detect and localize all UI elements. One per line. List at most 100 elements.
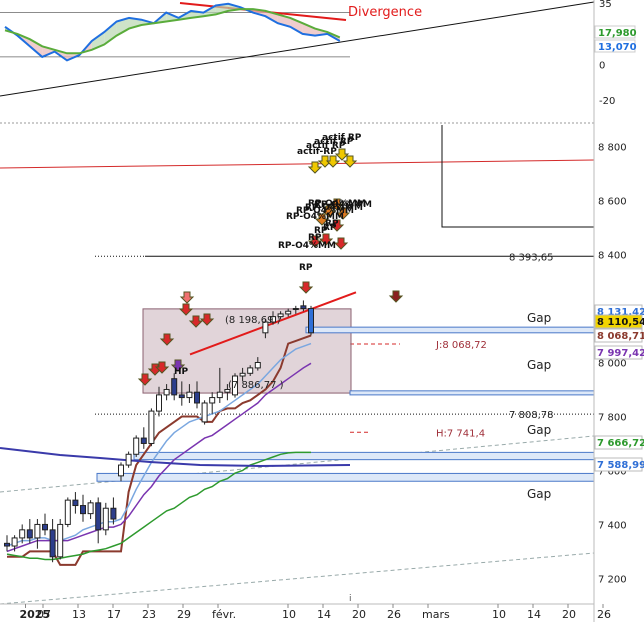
- price-badge-label: 8 068,71: [597, 331, 644, 342]
- x-tick-label: 20: [562, 608, 576, 621]
- signal-arrow: [178, 303, 194, 316]
- y-tick-label: 7 200: [598, 574, 627, 585]
- indicator-value-box: [594, 25, 636, 39]
- signal-arrow: [307, 161, 323, 174]
- candle: [178, 394, 185, 399]
- candle: [102, 507, 109, 531]
- indicator-line-slow: [4, 8, 341, 55]
- candle: [277, 313, 284, 318]
- candle: [64, 499, 71, 525]
- candle: [148, 410, 155, 444]
- signal-arrow: [137, 373, 153, 386]
- candle: [72, 499, 79, 507]
- candle: [186, 391, 193, 399]
- price-panel: Gap Gap Gap Gap 8 393,65 7 808,78 H:7 741,4 J:8…: [0, 125, 595, 605]
- signal-arrow: [188, 315, 204, 328]
- price-badge-label: 8 131,42: [597, 307, 644, 318]
- indicator-tick: -20: [599, 96, 615, 107]
- signal-arrow: [388, 290, 404, 303]
- candle: [308, 308, 314, 334]
- candle: [49, 529, 56, 558]
- signal-label: HP: [174, 367, 189, 377]
- candle: [194, 391, 200, 404]
- candle: [19, 529, 26, 539]
- signal-label: actif-RP: [297, 147, 337, 157]
- long-trendline-upper: [0, 435, 595, 493]
- indicator-fill: [116, 17, 129, 36]
- gap-label: Gap: [527, 358, 551, 372]
- y-tick-label: 8 600: [598, 197, 627, 208]
- indicator-line-fast: [4, 2, 341, 62]
- candle: [110, 507, 117, 520]
- signal-arrow: [325, 155, 341, 168]
- x-tick-label: 26: [387, 608, 401, 621]
- indicator-tick: 35: [599, 0, 612, 10]
- candle: [118, 464, 124, 477]
- divergence-annotation: Divergence: [348, 5, 422, 20]
- x-tick-label: 10: [492, 608, 506, 621]
- price-badge: [594, 328, 643, 343]
- signal-label: RP-O4%MM: [278, 241, 336, 251]
- price-badge: [594, 457, 643, 472]
- candle: [224, 388, 231, 393]
- signal-label: RP: [325, 219, 339, 229]
- candle: [239, 372, 246, 377]
- signal-label: actif RP: [314, 137, 354, 147]
- signal-label: RP: [314, 226, 328, 236]
- level-label: (7 886,77 ): [228, 380, 284, 391]
- candle: [87, 502, 94, 515]
- gap-zone: [349, 390, 595, 396]
- level-label: 7 808,78: [509, 410, 554, 421]
- candle: [133, 437, 140, 455]
- x-tick-label: 10: [282, 608, 296, 621]
- consolidation-box: [142, 308, 352, 394]
- signal-label: RP: [323, 223, 337, 233]
- level-label: H:7 741,4: [436, 428, 485, 439]
- indicator-trendline: [0, 1, 595, 97]
- x-tick-label: 17: [107, 608, 121, 621]
- signal-label: RP: [299, 263, 313, 273]
- y-tick-label: 8 800: [598, 143, 627, 154]
- signal-arrow: [334, 148, 350, 161]
- candle: [140, 437, 147, 444]
- candle: [300, 305, 307, 310]
- signal-arrow: [329, 198, 345, 211]
- signal-arrow: [298, 281, 314, 294]
- candle: [292, 308, 299, 311]
- gap-label: Gap: [527, 311, 551, 325]
- signal-label: RP-O4%MM: [286, 212, 344, 222]
- candle: [254, 362, 261, 369]
- price-badge-label: 8 110,54: [597, 317, 644, 328]
- signal-label: RP-O4%MM: [305, 203, 363, 213]
- level-label: J:8 068,72: [435, 340, 487, 351]
- gap-zone: [305, 326, 595, 334]
- gap-zone: [133, 451, 595, 461]
- candle: [95, 502, 102, 531]
- candle: [163, 388, 170, 396]
- y-tick-label: 7 400: [598, 520, 627, 531]
- info-icon[interactable]: i: [349, 594, 352, 604]
- candle: [57, 523, 64, 558]
- indicator-value-fast: 13,070: [598, 42, 637, 53]
- level-label: 8 393,65: [509, 252, 554, 263]
- x-tick-label: mars: [422, 608, 450, 621]
- signal-arrow: [335, 207, 351, 220]
- candle: [42, 523, 48, 531]
- gap-label: Gap: [527, 487, 551, 501]
- signal-arrow: [170, 359, 186, 372]
- x-tick-label: 14: [527, 608, 541, 621]
- x-tick-label: 13: [72, 608, 86, 621]
- signal-arrow: [199, 313, 215, 326]
- y-tick-label: 8 400: [598, 251, 627, 262]
- signal-label: actif RP: [322, 133, 362, 143]
- x-tick-label: 20: [352, 608, 366, 621]
- candle: [26, 529, 33, 539]
- indicator-fill: [42, 46, 55, 57]
- signal-arrow: [318, 233, 334, 246]
- candle: [216, 391, 223, 399]
- gap-label: Gap: [527, 423, 551, 437]
- x-tick-label: févr.: [212, 608, 236, 621]
